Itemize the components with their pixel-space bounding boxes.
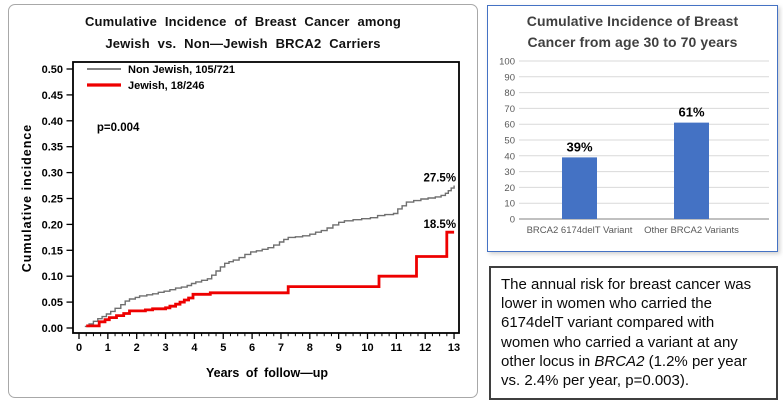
svg-text:90: 90 xyxy=(504,72,515,83)
svg-text:Years of follow—up: Years of follow—up xyxy=(206,366,328,380)
svg-text:8: 8 xyxy=(307,342,313,354)
svg-text:80: 80 xyxy=(504,88,515,99)
svg-text:0.50: 0.50 xyxy=(42,64,63,76)
svg-text:18.5%: 18.5% xyxy=(423,219,456,231)
svg-text:10: 10 xyxy=(504,199,515,210)
svg-text:70: 70 xyxy=(504,104,515,115)
bar-chart-panel: Cumulative Incidence of Breast Cancer fr… xyxy=(487,5,778,252)
note-text-before: The annual risk for breast cancer was lo… xyxy=(501,276,752,370)
svg-text:7: 7 xyxy=(278,342,284,354)
svg-text:2: 2 xyxy=(134,342,140,354)
svg-text:3: 3 xyxy=(162,342,168,354)
svg-text:0: 0 xyxy=(76,342,82,354)
svg-text:12: 12 xyxy=(419,342,431,354)
svg-text:100: 100 xyxy=(499,57,515,68)
svg-text:0.05: 0.05 xyxy=(42,297,63,309)
svg-text:11: 11 xyxy=(391,342,403,354)
km-chart-title-line1: Cumulative Incidence of Breast Cancer am… xyxy=(84,14,402,29)
svg-text:6: 6 xyxy=(249,342,255,354)
svg-text:0.00: 0.00 xyxy=(42,323,63,335)
svg-text:20: 20 xyxy=(504,183,515,194)
bar-chart-plot: 0 10 20 30 40 50 60 70 80 90 100 39% BRCA2 6174delT … xyxy=(499,57,769,236)
svg-text:Non Jewish, 105/721: Non Jewish, 105/721 xyxy=(128,64,235,76)
note-text-after: (1.2% per year vs. 2.4% per year, p=0.00… xyxy=(501,352,747,390)
svg-text:0.35: 0.35 xyxy=(42,142,63,154)
svg-text:9: 9 xyxy=(336,342,342,354)
svg-text:Jewish, 18/246: Jewish, 18/246 xyxy=(128,80,204,92)
svg-text:0.25: 0.25 xyxy=(42,194,63,206)
svg-text:5: 5 xyxy=(220,342,226,354)
annotation-note-box: The annual risk for breast cancer was lo… xyxy=(489,266,778,400)
svg-text:0: 0 xyxy=(510,215,515,226)
svg-text:61%: 61% xyxy=(678,105,704,120)
svg-text:40: 40 xyxy=(504,151,515,162)
svg-text:50: 50 xyxy=(504,136,515,147)
note-text-italic-gene: BRCA2 xyxy=(594,352,645,370)
svg-text:BRCA2 6174delT Variant: BRCA2 6174delT Variant xyxy=(527,225,633,236)
svg-text:0.45: 0.45 xyxy=(42,90,63,102)
svg-text:0.20: 0.20 xyxy=(42,219,63,231)
svg-text:4: 4 xyxy=(191,342,198,354)
svg-text:30: 30 xyxy=(504,167,515,178)
svg-text:1: 1 xyxy=(105,342,111,354)
svg-text:Other BRCA2 Variants: Other BRCA2 Variants xyxy=(644,225,739,236)
svg-text:p=0.004: p=0.004 xyxy=(97,122,140,134)
svg-text:0.40: 0.40 xyxy=(42,116,63,128)
km-chart-title-line2: Jewish vs. Non—Jewish BRCA2 Carriers xyxy=(105,36,381,51)
bar-chart-title-line2: Cancer from age 30 to 70 years xyxy=(527,34,738,50)
km-chart-plot: 0.00 0.05 0.10 0.15 0.20 0.25 0.30 0.35 0.40 0.45… xyxy=(20,61,460,380)
svg-text:0.30: 0.30 xyxy=(42,168,63,180)
bar-chart-title-line1: Cumulative Incidence of Breast xyxy=(526,13,739,29)
svg-text:10: 10 xyxy=(361,342,373,354)
km-chart-panel: Cumulative Incidence of Breast Cancer am… xyxy=(8,4,478,398)
svg-text:27.5%: 27.5% xyxy=(423,173,456,185)
svg-text:Cumulative incidence: Cumulative incidence xyxy=(20,124,34,273)
svg-text:13: 13 xyxy=(448,342,460,354)
svg-text:0.10: 0.10 xyxy=(42,271,63,283)
svg-text:60: 60 xyxy=(504,120,515,131)
svg-text:39%: 39% xyxy=(566,139,592,154)
svg-text:0.15: 0.15 xyxy=(42,245,63,257)
